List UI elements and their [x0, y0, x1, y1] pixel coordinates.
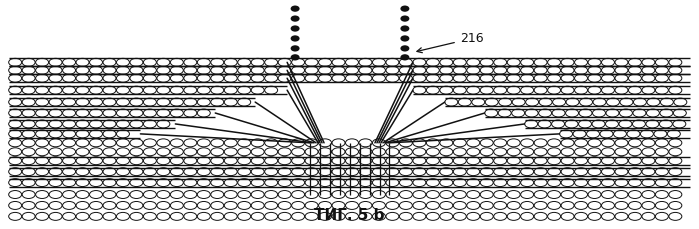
- Text: 216: 216: [417, 32, 484, 53]
- Ellipse shape: [401, 5, 410, 12]
- Ellipse shape: [401, 54, 410, 60]
- Ellipse shape: [291, 45, 300, 52]
- Ellipse shape: [401, 15, 410, 22]
- Ellipse shape: [291, 25, 300, 32]
- Ellipse shape: [291, 5, 300, 12]
- Ellipse shape: [291, 15, 300, 22]
- Ellipse shape: [401, 35, 410, 42]
- Ellipse shape: [401, 45, 410, 52]
- Ellipse shape: [291, 54, 300, 60]
- Text: ΤИГ. 5 b: ΤИГ. 5 b: [315, 208, 384, 223]
- Ellipse shape: [401, 25, 410, 32]
- Ellipse shape: [291, 35, 300, 42]
